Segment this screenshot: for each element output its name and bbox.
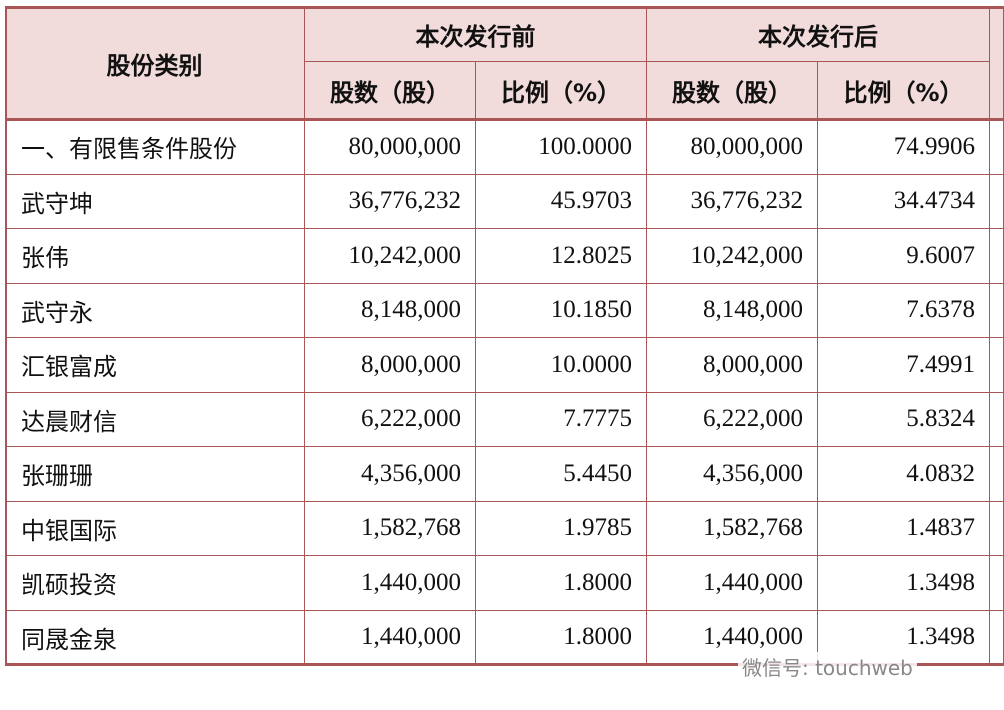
cell-value: 1,582,768 — [647, 501, 818, 556]
cell-value: 7.7775 — [476, 392, 647, 447]
cell-extra — [990, 120, 1004, 175]
cell-value: 5.8324 — [818, 392, 990, 447]
cell-extra — [990, 174, 1004, 229]
watermark: 微信号: touchweb — [738, 652, 917, 681]
cell-value: 1.4837 — [818, 501, 990, 556]
cell-value: 7.6378 — [818, 283, 990, 338]
cell-value: 1,582,768 — [305, 501, 476, 556]
cell-extra — [990, 501, 1004, 556]
row-label: 一、有限售条件股份 — [5, 120, 305, 175]
cell-value: 8,000,000 — [305, 338, 476, 393]
cell-value: 1.8000 — [476, 610, 647, 665]
row-label: 武守永 — [5, 283, 305, 338]
cell-value: 80,000,000 — [647, 120, 818, 175]
cell-value: 6,222,000 — [305, 392, 476, 447]
cell-value: 7.4991 — [818, 338, 990, 393]
row-label: 同晟金泉 — [5, 610, 305, 665]
rule-left — [5, 8, 7, 665]
header-column: 股数（股） — [305, 62, 476, 120]
header-group: 本次发行后 — [647, 8, 990, 62]
row-label: 凯硕投资 — [5, 556, 305, 611]
cell-value: 1.3498 — [818, 556, 990, 611]
cell-value: 80,000,000 — [305, 120, 476, 175]
cell-value: 45.9703 — [476, 174, 647, 229]
cell-value: 10,242,000 — [647, 229, 818, 284]
cell-value: 4,356,000 — [647, 447, 818, 502]
cell-extra — [990, 447, 1004, 502]
header-column: 比例（%） — [818, 62, 990, 120]
row-label: 中银国际 — [5, 501, 305, 556]
cell-value: 6,222,000 — [647, 392, 818, 447]
cell-value: 1,440,000 — [305, 610, 476, 665]
cell-value: 10.1850 — [476, 283, 647, 338]
cell-value: 1.8000 — [476, 556, 647, 611]
rule-bottom — [5, 663, 1004, 666]
row-label: 张珊珊 — [5, 447, 305, 502]
cell-value: 8,148,000 — [647, 283, 818, 338]
cell-value: 1.9785 — [476, 501, 647, 556]
rule-top — [5, 6, 1004, 9]
cell-value: 36,776,232 — [305, 174, 476, 229]
row-label: 达晨财信 — [5, 392, 305, 447]
cell-value: 4,356,000 — [305, 447, 476, 502]
header-group: 本次发行前 — [305, 8, 647, 62]
cell-value: 8,148,000 — [305, 283, 476, 338]
cell-value: 12.8025 — [476, 229, 647, 284]
cell-value: 10,242,000 — [305, 229, 476, 284]
cell-value: 4.0832 — [818, 447, 990, 502]
cell-value: 36,776,232 — [647, 174, 818, 229]
cell-extra — [990, 392, 1004, 447]
cell-value: 5.4450 — [476, 447, 647, 502]
header-column: 比例（%） — [476, 62, 647, 120]
cell-extra — [990, 283, 1004, 338]
cell-extra — [990, 229, 1004, 284]
cell-extra — [990, 556, 1004, 611]
row-label: 张伟 — [5, 229, 305, 284]
cell-value: 8,000,000 — [647, 338, 818, 393]
row-label: 武守坤 — [5, 174, 305, 229]
cell-extra — [990, 338, 1004, 393]
cell-value: 10.0000 — [476, 338, 647, 393]
header-column: 股数（股） — [647, 62, 818, 120]
cell-value: 1,440,000 — [305, 556, 476, 611]
cell-value: 100.0000 — [476, 120, 647, 175]
rule-header — [5, 118, 1004, 121]
cell-value: 1,440,000 — [647, 556, 818, 611]
cell-value: 34.4734 — [818, 174, 990, 229]
header-category: 股份类别 — [5, 8, 305, 120]
cell-value: 9.6007 — [818, 229, 990, 284]
row-label: 汇银富成 — [5, 338, 305, 393]
cell-value: 74.9906 — [818, 120, 990, 175]
cell-extra — [990, 610, 1004, 665]
header-extra — [990, 8, 1004, 120]
